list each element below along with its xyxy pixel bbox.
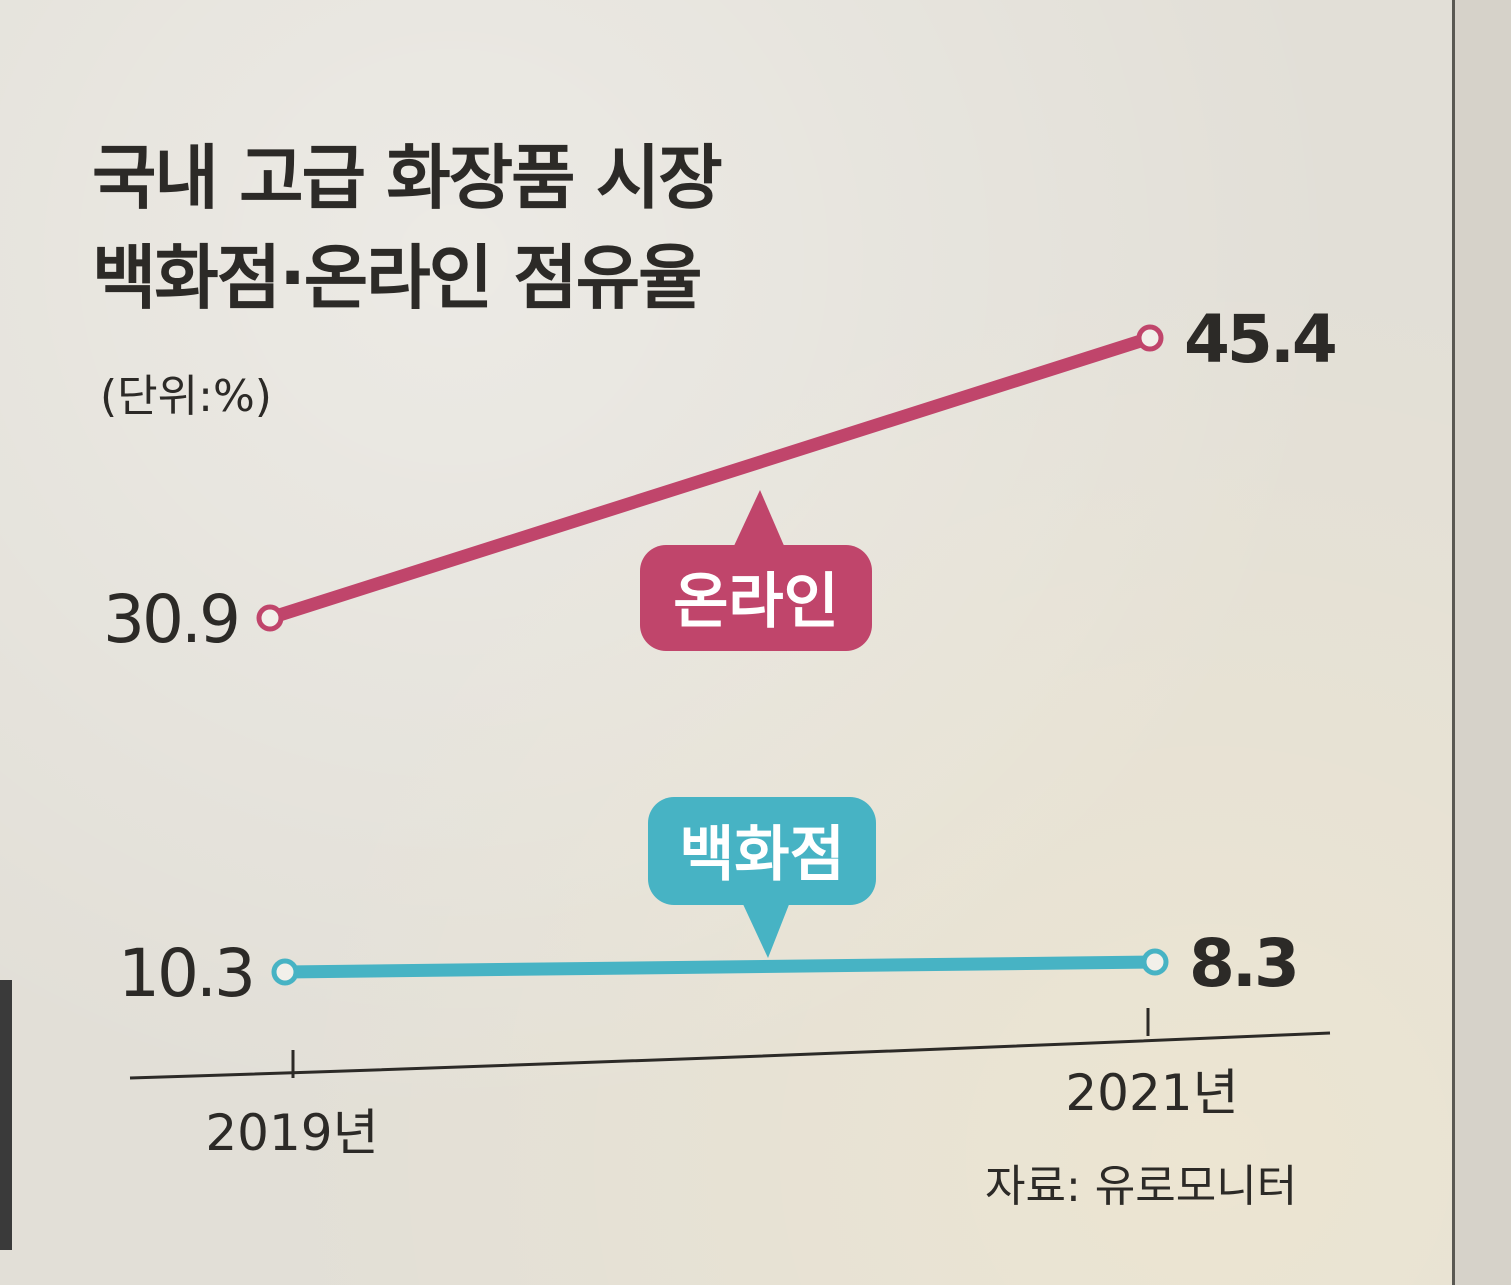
callout-label-department: 백화점 bbox=[679, 820, 845, 890]
series-line-department bbox=[278, 955, 1162, 979]
series-line-online bbox=[263, 331, 1157, 625]
adjacent-column bbox=[1455, 0, 1511, 1285]
chart-title: 국내 고급 화장품 시장 백화점·온라인 점유율 bbox=[92, 128, 723, 328]
data-label-online-2019: 30.9 bbox=[103, 581, 238, 658]
unit-label: (단위:%) bbox=[100, 371, 272, 422]
source-note: 자료: 유로모니터 bbox=[985, 1161, 1298, 1212]
x-tick-label-2021: 2021년 bbox=[1065, 1064, 1238, 1122]
page-edge bbox=[0, 980, 12, 1250]
data-point-online-2019 bbox=[256, 604, 284, 632]
x-axis-line bbox=[129, 1031, 1331, 1080]
chart-title-line1: 국내 고급 화장품 시장 bbox=[92, 137, 723, 219]
data-point-department-2021 bbox=[1141, 948, 1169, 976]
data-label-department-2019: 10.3 bbox=[118, 935, 253, 1012]
chart-title-line2: 백화점·온라인 점유율 bbox=[92, 237, 703, 319]
data-point-online-2021 bbox=[1136, 324, 1164, 352]
callout-department bbox=[648, 797, 876, 905]
column-divider bbox=[1452, 0, 1455, 1285]
data-label-department-2021: 8.3 bbox=[1189, 925, 1297, 1002]
x-tick-label-2019: 2019년 bbox=[205, 1104, 378, 1162]
data-label-online-2021: 45.4 bbox=[1184, 301, 1335, 378]
callout-pointer-online bbox=[733, 490, 785, 548]
callout-online bbox=[640, 545, 872, 651]
callout-pointer-department bbox=[742, 902, 790, 958]
callout-label-online: 온라인 bbox=[673, 567, 839, 637]
data-point-department-2019 bbox=[271, 958, 299, 986]
